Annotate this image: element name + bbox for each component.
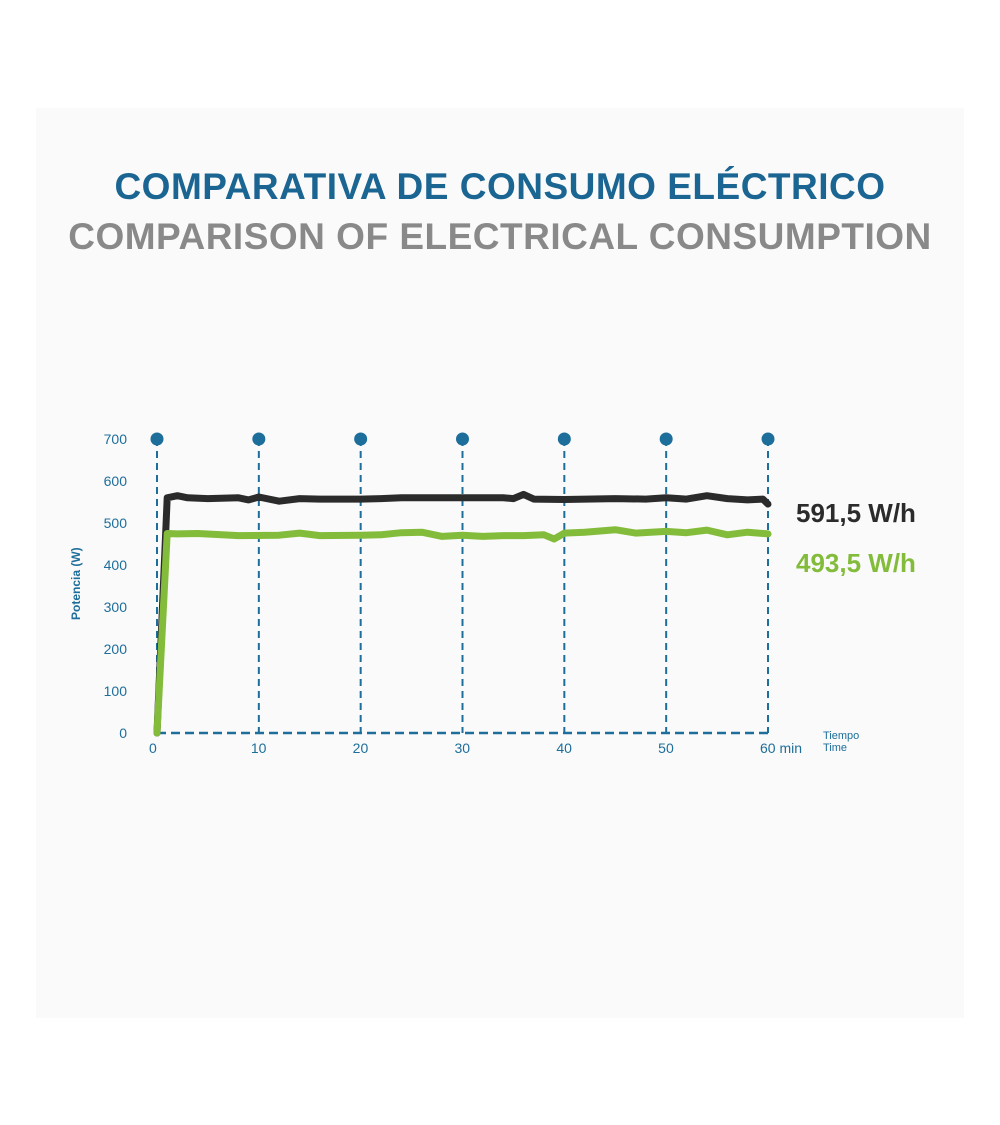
- x-tick-label: 0: [149, 740, 157, 756]
- gridline-dot-marker: [354, 432, 368, 446]
- series-line-2: [153, 526, 772, 737]
- label-layer: 0 10 20 30 40 50 60 min 0 100 200 300 400 500 600 700 5…: [104, 431, 916, 756]
- x-tick-label: 10: [251, 740, 267, 756]
- y-tick-label: 600: [104, 473, 128, 489]
- x-tick-label: 50: [658, 740, 674, 756]
- y-tick-label: 700: [104, 431, 128, 447]
- x-axis-title-en: Time: [823, 742, 847, 754]
- x-tick-label: 40: [556, 740, 572, 756]
- series-layer: [153, 490, 772, 737]
- y-tick-label: 200: [104, 641, 128, 657]
- y-tick-label: 500: [104, 515, 128, 531]
- chart-title: COMPARATIVA DE CONSUMO ELÉCTRICO: [114, 166, 886, 207]
- series-value-label-2: 493,5 W/h: [796, 548, 916, 578]
- gridline-dot-marker: [150, 432, 164, 446]
- x-tick-label: 20: [353, 740, 369, 756]
- y-tick-label: 300: [104, 599, 128, 615]
- gridline-dot-marker: [761, 432, 775, 446]
- y-tick-label: 0: [119, 725, 127, 741]
- x-axis-title-es: Tiempo: [823, 730, 859, 742]
- gridline-dot-marker: [659, 432, 673, 446]
- y-tick-label: 400: [104, 557, 128, 573]
- series-line-1: [153, 490, 772, 737]
- grid-layer: [150, 432, 775, 735]
- gridline-dot-marker: [557, 432, 571, 446]
- y-axis-title: Potencia (W): [69, 547, 83, 620]
- gridline-dot-marker: [252, 432, 266, 446]
- y-tick-label: 100: [104, 683, 128, 699]
- series-value-label-1: 591,5 W/h: [796, 498, 916, 528]
- x-tick-label: 30: [455, 740, 471, 756]
- gridline-dot-marker: [456, 432, 469, 446]
- x-tick-label: 60 min: [760, 740, 802, 756]
- chart-background-panel: [36, 108, 964, 1018]
- chart-subtitle: COMPARISON OF ELECTRICAL CONSUMPTION: [68, 216, 932, 257]
